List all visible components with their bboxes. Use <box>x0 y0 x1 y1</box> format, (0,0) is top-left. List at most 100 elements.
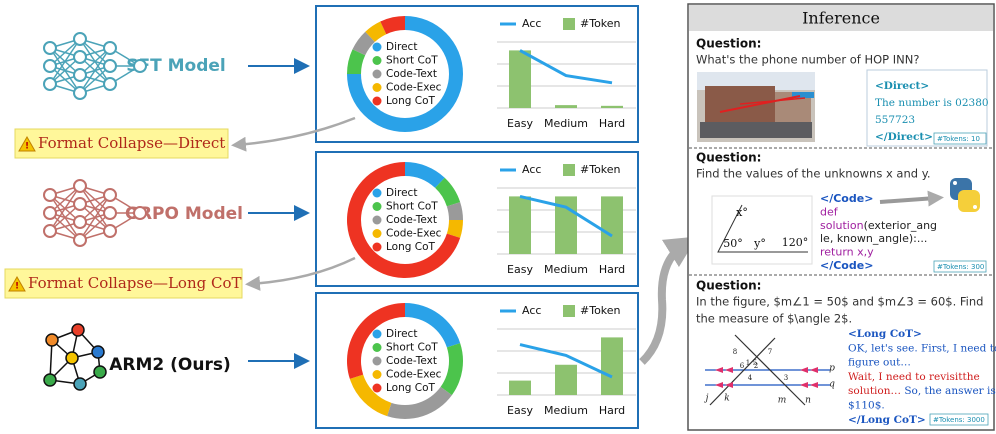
figure-label: q <box>829 380 835 390</box>
figure-label: 6 <box>740 362 745 370</box>
answer-span: So, the answer is <box>901 385 996 397</box>
pie-segment <box>352 31 375 56</box>
legend-swatch <box>372 329 382 339</box>
x-tick-label: Medium <box>544 117 588 130</box>
pie-segment <box>405 303 461 348</box>
photo <box>697 72 815 142</box>
x-tick-label: Medium <box>544 263 588 276</box>
pie-segment <box>387 386 452 419</box>
answer-span: </Code> <box>820 259 873 272</box>
model-label: ARM2 (Ours) <box>109 355 231 375</box>
network-node <box>43 373 57 387</box>
arrow <box>639 236 698 365</box>
legend-label: Direct <box>386 187 417 199</box>
x-tick-label: Hard <box>599 404 625 417</box>
arrow <box>879 190 944 207</box>
legend-swatch <box>372 83 382 92</box>
legend-label: Code-Text <box>386 355 437 367</box>
network-node <box>73 68 87 82</box>
line <box>519 194 613 238</box>
model-label: GRPO Model <box>125 204 243 224</box>
network-node <box>93 365 107 379</box>
model-label: SFT Model <box>126 56 226 76</box>
answer-line: </Code> <box>820 259 873 272</box>
token-box <box>933 260 987 273</box>
pie-segment <box>435 177 461 207</box>
warning-icon: ! <box>8 275 26 292</box>
legend-swatch <box>372 42 382 52</box>
svg-text:!: ! <box>15 282 19 292</box>
legend-swatch <box>372 202 382 211</box>
answer-line: The number is 02380 <box>875 97 989 109</box>
answer-span: def <box>820 205 839 218</box>
bar <box>601 105 623 108</box>
warning-box <box>4 268 243 299</box>
network-node <box>73 179 87 193</box>
answer-line: $110$. <box>848 400 885 412</box>
figure-label: p <box>829 364 835 374</box>
svg-text:!: ! <box>25 142 29 152</box>
legend-swatch <box>563 18 575 30</box>
inference-title: Inference <box>802 9 880 28</box>
answer-line: </Direct> <box>875 131 933 143</box>
pie-segment <box>347 49 366 74</box>
bar <box>509 196 531 254</box>
pie-segment <box>380 16 405 35</box>
question-text: What's the phone number of HOP INN? <box>696 53 919 67</box>
figure-label: 4 <box>748 374 753 382</box>
network-node <box>43 224 57 238</box>
figure-label: 5 <box>753 359 757 367</box>
legend-label: Code-Text <box>386 214 437 226</box>
legend-label: #Token <box>580 163 621 176</box>
token-count: #Tokens: 3000 <box>933 416 985 424</box>
figure-label: 120° <box>782 236 809 249</box>
x-tick-label: Easy <box>507 263 533 276</box>
answer-span: return x,y <box>820 246 874 259</box>
answer-span: figure out… <box>848 357 911 369</box>
answer-line: <Long CoT> <box>848 328 922 340</box>
bar <box>509 50 531 108</box>
network-node <box>73 215 87 229</box>
network-node <box>43 188 57 202</box>
answer-span: </Long CoT> <box>848 414 926 426</box>
legend-label: #Token <box>580 304 621 317</box>
legend-swatch <box>372 343 382 352</box>
answer-line: </Code> <box>820 192 873 205</box>
answer-span: 557723 <box>875 114 915 126</box>
panel <box>315 292 639 429</box>
warning-text: Format Collapse—Direct <box>38 134 225 152</box>
network-node <box>73 32 87 46</box>
legend-label: Code-Exec <box>386 369 442 381</box>
bar <box>555 105 577 108</box>
bar <box>601 196 623 254</box>
network-node <box>103 41 117 55</box>
legend-swatch <box>372 56 382 65</box>
python-logo <box>950 178 980 212</box>
panel <box>315 5 639 143</box>
figure-label: 7 <box>768 348 772 356</box>
network-node <box>45 333 59 347</box>
figure-label: j <box>704 394 709 404</box>
legend-label: Acc <box>522 17 541 30</box>
network-node <box>73 377 87 391</box>
answer-span: Wait, I need to revisitthe <box>848 371 980 383</box>
network-node <box>133 59 147 73</box>
triangle-figure <box>711 195 813 265</box>
network-node <box>65 351 79 365</box>
figure-label: k <box>724 394 729 404</box>
line <box>519 343 613 379</box>
figure-label: 2 <box>754 362 758 370</box>
figure-label: y° <box>753 237 766 250</box>
answer-line: <Direct> <box>875 80 929 92</box>
pie-segment <box>446 202 463 220</box>
pie-segment <box>446 220 463 238</box>
answer-line: figure out… <box>848 357 911 369</box>
bar <box>601 337 623 395</box>
arrow <box>231 116 356 152</box>
answer-line: OK, let's see. First, I need to <box>848 342 996 354</box>
answer-line: def <box>820 205 839 218</box>
pie-segment <box>349 374 392 417</box>
token-box <box>933 132 987 145</box>
legend-swatch <box>372 215 382 225</box>
